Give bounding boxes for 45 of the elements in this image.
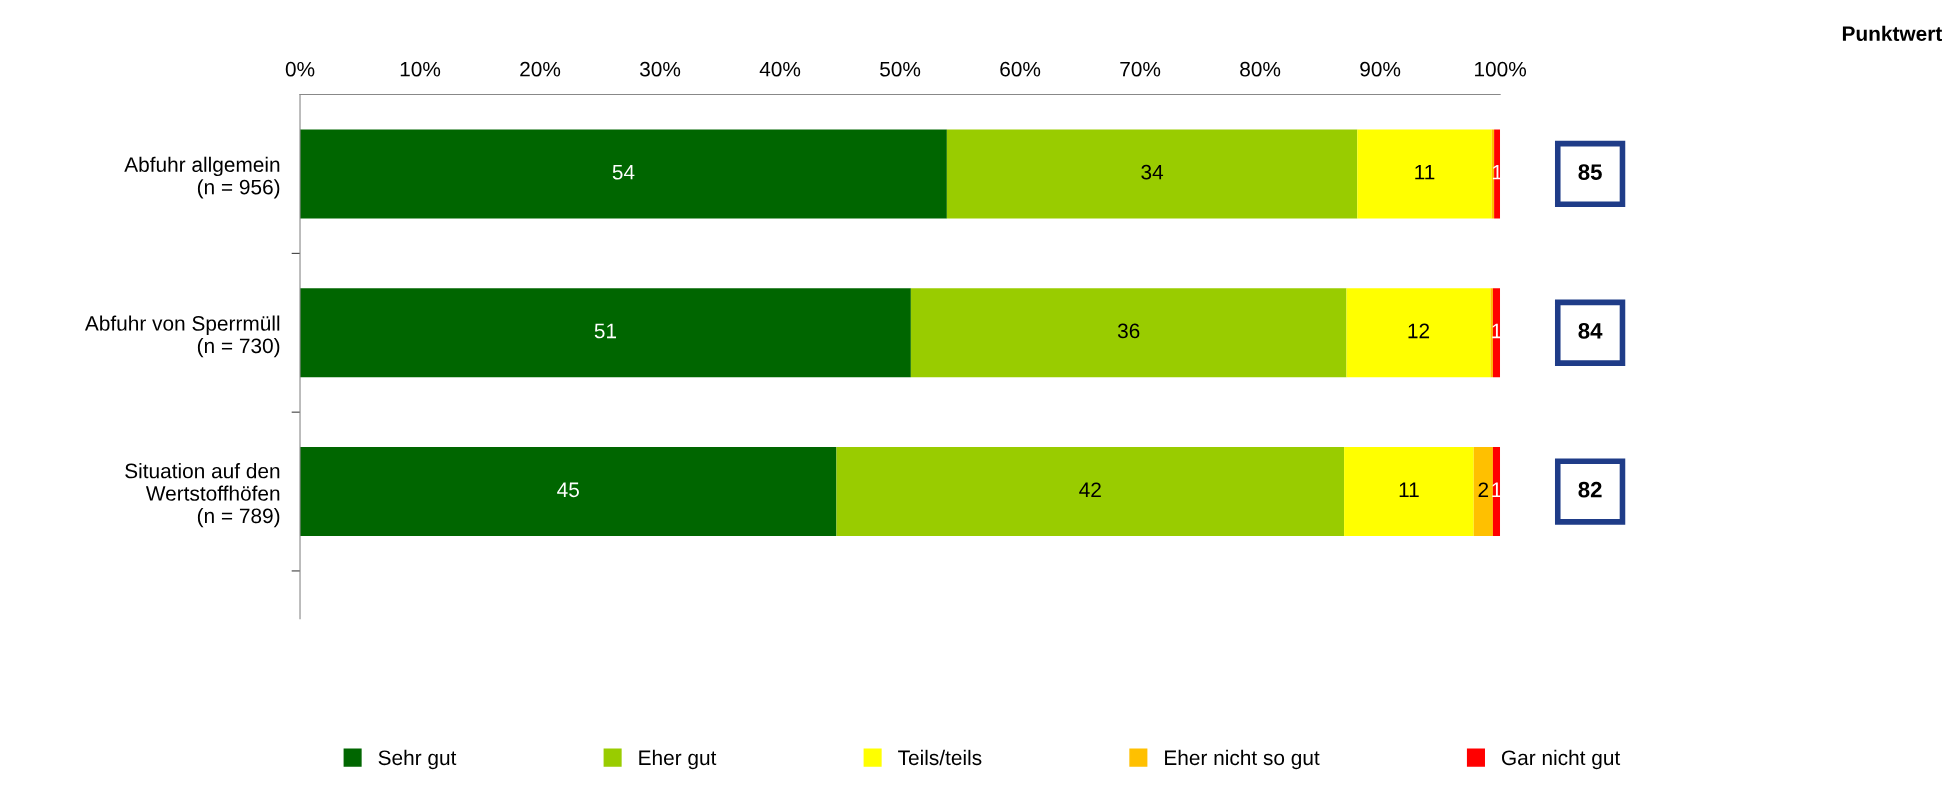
data-label: 51	[594, 323, 617, 339]
x-tick-label: 100%	[1475, 61, 1527, 77]
text: 85	[1578, 164, 1602, 180]
x-tick-label: 80%	[1240, 61, 1281, 77]
legend-label: Teils/teils	[898, 749, 982, 766]
legend-label: Eher nicht so gut	[1165, 749, 1320, 770]
text: 84	[1578, 322, 1603, 339]
y-tick-label: Situation auf den Wertstoffhöfen (n = 789)	[125, 463, 280, 528]
bar	[1492, 288, 1501, 378]
bar	[300, 288, 911, 378]
legend-label: Eher gut	[639, 749, 717, 770]
x-tick-label: 20%	[520, 61, 561, 77]
data-label: 45	[557, 482, 579, 498]
data-label: 54	[612, 165, 635, 180]
bar	[946, 129, 1358, 219]
legend-label: Gar nicht gut	[1502, 749, 1621, 770]
data-label: 11	[1415, 165, 1435, 180]
x-tick-label: 40%	[759, 61, 801, 77]
bar	[910, 288, 1347, 378]
bar	[1473, 447, 1493, 537]
bar	[1346, 288, 1491, 378]
data-label: 2	[1478, 482, 1489, 497]
x-tick-label: 60%	[1000, 61, 1041, 77]
x-tick-label: 10%	[400, 61, 441, 77]
bar	[1492, 447, 1501, 537]
bar	[300, 129, 947, 219]
x-tick-label: 70%	[1120, 61, 1161, 77]
y-tick-label: Abfuhr von Sperrmüll (n = 730)	[84, 315, 280, 358]
data-label: 11	[1399, 482, 1419, 497]
x-tick-label: 50%	[880, 61, 921, 77]
data-label: 34	[1141, 164, 1164, 180]
data-label: 36	[1117, 323, 1140, 339]
bar	[300, 447, 837, 537]
x-tick-label: 0%	[285, 61, 315, 77]
data-label: 42	[1079, 482, 1101, 497]
x-tick-label: 30%	[640, 61, 681, 77]
bar	[1344, 447, 1474, 537]
text: Punktwert	[1842, 25, 1942, 42]
text: 82	[1578, 481, 1602, 498]
bar	[1357, 129, 1492, 219]
y-tick-label: Abfuhr allgemein (n = 956)	[124, 156, 280, 199]
data-label: 12	[1408, 323, 1430, 339]
bar	[836, 447, 1345, 537]
x-tick-label: 90%	[1360, 61, 1401, 77]
legend-label: Sehr gut	[378, 749, 457, 770]
